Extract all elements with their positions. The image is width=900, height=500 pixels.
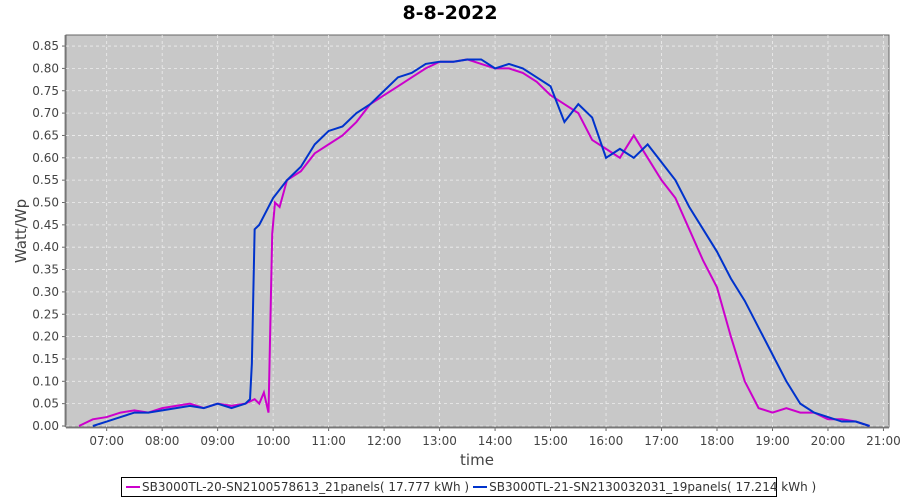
legend-swatch (126, 486, 140, 488)
y-tick-label: 0.70 (32, 106, 59, 120)
y-tick-label: 0.85 (32, 39, 59, 53)
y-tick-label: 0.20 (32, 330, 59, 344)
series-line-2 (92, 58, 870, 427)
x-axis-label: time (460, 451, 494, 469)
x-tick-label: 17:00 (644, 434, 679, 448)
x-tick-label: 09:00 (200, 434, 235, 448)
y-tick-label: 0.05 (32, 397, 59, 411)
legend-swatch (473, 486, 488, 488)
x-tick-label: 08:00 (145, 434, 180, 448)
y-tick-label: 0.00 (32, 419, 59, 433)
y-tick-label: 0.60 (32, 151, 59, 165)
x-tick-label: 20:00 (811, 434, 846, 448)
x-tick-label: 10:00 (256, 434, 291, 448)
y-tick-label: 0.40 (32, 240, 59, 254)
chart-title: 8-8-2022 (402, 2, 498, 24)
y-tick-label: 0.75 (32, 84, 59, 98)
y-tick-label: 0.45 (32, 218, 59, 232)
plot-area (65, 34, 890, 428)
x-tick-label: 19:00 (755, 434, 790, 448)
x-tick-label: 16:00 (589, 434, 624, 448)
y-tick-label: 0.50 (32, 196, 59, 210)
x-tick-label: 21:00 (866, 434, 900, 448)
legend-item: SB3000TL-21-SN2130032031_19panels( 17.21… (473, 480, 816, 494)
y-tick-label: 0.65 (32, 128, 59, 142)
x-tick-label: 15:00 (533, 434, 568, 448)
legend-label: SB3000TL-21-SN2130032031_19panels( 17.21… (489, 480, 817, 494)
legend-item: SB3000TL-20-SN2100578613_21panels( 17.77… (126, 480, 469, 494)
x-tick-label: 07:00 (89, 434, 124, 448)
y-axis-label: Watt/Wp (12, 199, 30, 263)
legend-label: SB3000TL-20-SN2100578613_21panels( 17.77… (142, 480, 470, 494)
y-tick-label: 0.10 (32, 374, 59, 388)
y-tick-label: 0.25 (32, 307, 59, 321)
y-tick-label: 0.55 (32, 173, 59, 187)
legend: SB3000TL-20-SN2100578613_21panels( 17.77… (121, 477, 816, 497)
x-tick-label: 18:00 (700, 434, 735, 448)
x-tick-label: 11:00 (311, 434, 346, 448)
y-tick-label: 0.80 (32, 61, 59, 75)
y-tick-label: 0.15 (32, 352, 59, 366)
x-tick-label: 14:00 (478, 434, 513, 448)
y-tick-label: 0.35 (32, 263, 59, 277)
x-tick-label: 12:00 (367, 434, 402, 448)
x-tick-label: 13:00 (422, 434, 457, 448)
y-tick-label: 0.30 (32, 285, 59, 299)
